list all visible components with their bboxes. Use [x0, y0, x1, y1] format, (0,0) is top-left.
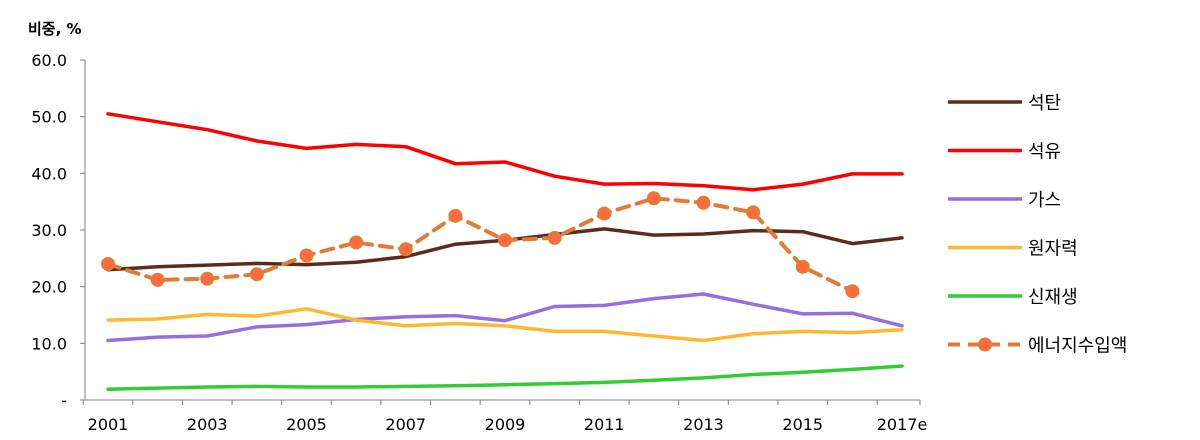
legend-label: 원자력 — [1028, 239, 1078, 260]
data-point — [845, 284, 860, 299]
data-point — [398, 242, 413, 257]
x-tick-label: 2017e — [877, 415, 928, 434]
data-point — [646, 191, 661, 206]
legend-item: 원자력 — [948, 239, 1078, 260]
data-point — [200, 271, 215, 286]
y-tick-label: 60.0 — [31, 51, 67, 70]
y-tick-label: - — [61, 391, 67, 410]
legend-item: 가스 — [948, 190, 1061, 211]
x-tick-label: 2011 — [584, 415, 625, 434]
data-point — [349, 235, 364, 250]
axes: - 10.0 20.0 30.0 40.0 50.0 60.0 2001 2003 2005 200… — [31, 51, 927, 434]
series-line — [106, 292, 904, 343]
data-point — [746, 205, 761, 220]
data-point — [597, 206, 612, 221]
y-tick-label: 20.0 — [31, 278, 67, 297]
data-point — [696, 195, 711, 210]
x-tick-label: 2009 — [485, 415, 526, 434]
x-tick-label: 2005 — [286, 415, 327, 434]
series-2 — [106, 112, 904, 192]
series-line — [106, 307, 904, 343]
series-layer — [101, 112, 904, 391]
data-point — [448, 208, 463, 223]
legend-label: 신재생 — [1028, 287, 1078, 308]
legend-label: 에너지수입액 — [1028, 336, 1127, 357]
legend-item: 석탄 — [948, 93, 1061, 114]
series-line — [106, 364, 904, 391]
legend-item: 신재생 — [948, 287, 1078, 308]
data-point — [150, 272, 165, 287]
x-tick-label: 2015 — [782, 415, 823, 434]
y-tick-label: 40.0 — [31, 164, 67, 183]
legend-label: 석유 — [1028, 142, 1061, 163]
legend-item: 석유 — [948, 142, 1061, 163]
x-tick-label: 2013 — [683, 415, 724, 434]
x-tick-label: 2001 — [88, 415, 129, 434]
legend-label: 가스 — [1028, 190, 1061, 211]
legend-marker — [978, 337, 992, 352]
data-point — [547, 230, 562, 245]
x-tick-label: 2007 — [385, 415, 426, 434]
data-point — [795, 259, 810, 274]
data-point — [101, 257, 115, 271]
y-tick-label: 10.0 — [31, 334, 67, 353]
x-tick-label: 2003 — [187, 415, 228, 434]
data-point — [249, 267, 264, 282]
y-axis-unit-label: 비중, % — [28, 20, 82, 38]
series-4 — [106, 307, 904, 343]
legend-item: 에너지수입액 — [948, 336, 1127, 357]
legend-label: 석탄 — [1028, 93, 1061, 114]
y-tick-label: 50.0 — [31, 108, 67, 127]
data-point — [498, 233, 512, 248]
series-6 — [101, 191, 860, 299]
series-line — [106, 196, 855, 294]
series-line — [106, 112, 904, 192]
series-3 — [106, 292, 904, 343]
y-tick-label: 30.0 — [31, 221, 67, 240]
data-point — [299, 248, 314, 263]
series-5 — [106, 364, 904, 391]
